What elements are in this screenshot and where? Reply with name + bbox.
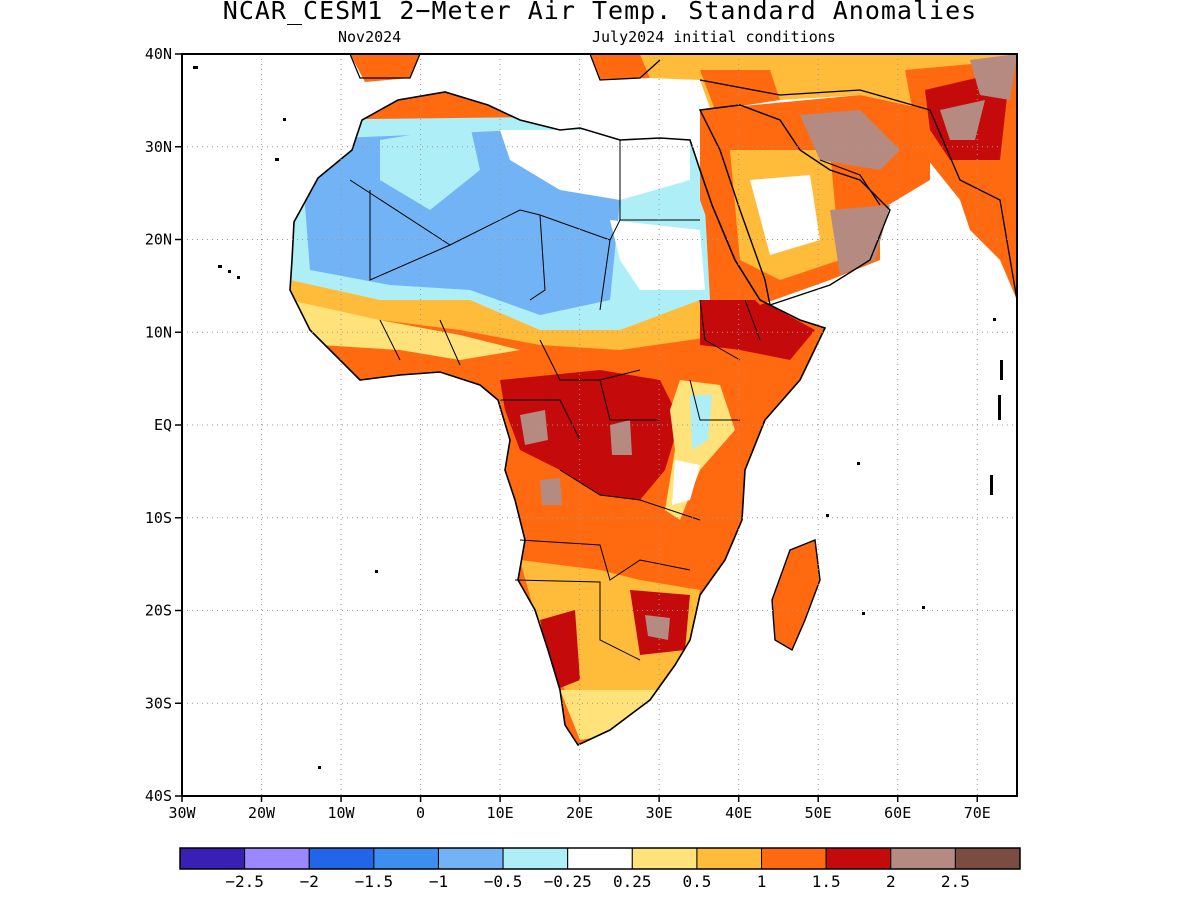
colorbar-label: −1	[429, 872, 448, 891]
lon-tick-label: 30W	[168, 804, 196, 822]
colorbar-swatch	[696, 847, 763, 870]
colorbar: −2.5 −2 −1.5 −1 −0.5 −0.25 0.25 0.5 1 1.5 2 2.5	[179, 847, 1021, 891]
lon-tick-label: 60E	[884, 804, 911, 822]
lon-tick-label: 10W	[328, 804, 356, 822]
colorbar-label: −2	[300, 872, 319, 891]
longitude-axis: 30W 20W 10W 0 10E 20E 30E 40E 50E 60E 70E	[168, 796, 991, 822]
colorbar-label: 2.5	[941, 872, 970, 891]
map-title: NCAR_CESM1 2−Meter Air Temp. Standard An…	[222, 0, 978, 25]
lon-tick-label: 20W	[248, 804, 276, 822]
forecast-month: Nov2024	[338, 28, 402, 46]
colorbar-label: −1.5	[355, 872, 394, 891]
colorbar-swatch	[373, 847, 439, 870]
lon-tick-label: 10E	[487, 804, 514, 822]
colorbar-label: −0.5	[484, 872, 523, 891]
colorbar-label: 0.25	[613, 872, 652, 891]
colorbar-swatch	[890, 847, 956, 870]
lat-tick-label: 40N	[145, 45, 172, 63]
lon-tick-label: 20E	[566, 804, 593, 822]
colorbar-swatch	[244, 847, 310, 870]
lat-tick-label: 30S	[145, 694, 172, 712]
lat-tick-label: 10N	[145, 323, 172, 341]
lon-tick-label: 70E	[964, 804, 991, 822]
lat-tick-label: 30N	[145, 138, 172, 156]
lon-tick-label: 40E	[725, 804, 752, 822]
lon-tick-label: 0	[416, 804, 425, 822]
lon-tick-label: 30E	[646, 804, 673, 822]
lat-tick-label: 40S	[145, 787, 172, 805]
colorbar-swatch	[761, 847, 827, 870]
colorbar-swatch	[567, 847, 633, 870]
colorbar-label: −0.25	[544, 872, 592, 891]
initial-conditions: July2024 initial conditions	[592, 28, 836, 46]
colorbar-swatch	[954, 847, 1021, 870]
lon-tick-label: 50E	[805, 804, 832, 822]
colorbar-swatch	[437, 847, 504, 870]
colorbar-label: −2.5	[225, 872, 264, 891]
colorbar-swatch	[308, 847, 375, 870]
latitude-axis: 40N 30N 20N 10N EQ 10S 20S 30S 40S	[145, 45, 182, 805]
colorbar-swatch	[825, 847, 892, 870]
gridlines	[182, 54, 1017, 796]
colorbar-swatch	[179, 847, 246, 870]
lat-tick-label: 20S	[145, 602, 172, 620]
lat-tick-label: 20N	[145, 231, 172, 249]
colorbar-label: 1	[757, 872, 767, 891]
colorbar-border	[179, 847, 1021, 870]
country-borders	[349, 140, 761, 661]
colorbar-label: 0.5	[682, 872, 711, 891]
colorbar-swatch	[631, 847, 698, 870]
islands	[193, 66, 1003, 769]
lat-tick-label: 10S	[145, 509, 172, 527]
colorbar-label: 2	[886, 872, 896, 891]
colorbar-label: 1.5	[812, 872, 841, 891]
lat-tick-label: EQ	[154, 416, 172, 434]
colorbar-swatch	[502, 847, 569, 870]
